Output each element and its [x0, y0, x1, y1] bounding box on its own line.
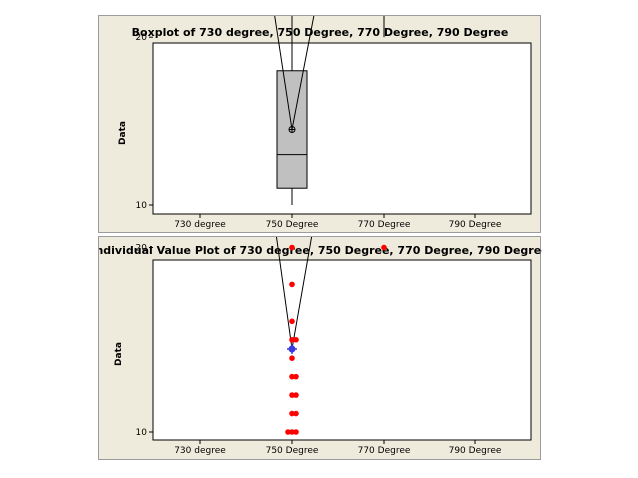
ivp-data-point — [289, 392, 295, 398]
boxplot-chart: Boxplot of 730 degree, 750 Degree, 770 D… — [118, 16, 532, 230]
ivp-y-tick-label: 10 — [136, 428, 148, 438]
ivp-data-point — [289, 281, 295, 288]
ivp-data-point — [293, 336, 299, 343]
ivp-data-point — [289, 244, 295, 251]
ivp-data-point — [293, 410, 299, 417]
ivp-x-tick-label: 770 Degree — [358, 446, 411, 456]
ivp-data-point — [381, 244, 387, 251]
individual-value-title: Individual Value Plot of 730 degree, 750… — [99, 244, 542, 257]
boxplot-y-tick-label: 10 — [136, 201, 148, 211]
ivp-data-point — [293, 392, 299, 398]
ivp-x-tick-label: 750 Degree — [266, 446, 319, 456]
boxplot-y-tick-label: 20 — [136, 33, 148, 43]
boxplot-plot-area — [152, 42, 532, 215]
boxplot-x-tick-label: 790 Degree — [449, 220, 502, 230]
individual-value-panel: Individual Value Plot of 730 degree, 750… — [98, 236, 542, 460]
boxplot-title: Boxplot of 730 degree, 750 Degree, 770 D… — [132, 26, 509, 39]
ivp-data-point — [289, 373, 295, 380]
ivp-data-point — [289, 410, 295, 417]
individual-value-chart: Individual Value Plot of 730 degree, 750… — [99, 237, 542, 456]
boxplot-x-tick-label: 730 degree — [174, 220, 226, 230]
ivp-data-point — [289, 336, 295, 343]
ivp-data-point — [289, 429, 295, 435]
boxplot-y-axis-label: Data — [118, 121, 128, 145]
ivp-data-point — [293, 429, 299, 435]
ivp-data-point — [289, 355, 295, 361]
ivp-data-point — [285, 429, 291, 435]
ivp-y-tick-label: 20 — [136, 244, 148, 254]
individual-value-y-axis-label: Data — [114, 342, 124, 366]
ivp-data-point — [293, 373, 299, 380]
ivp-data-point — [289, 318, 295, 325]
individual-value-plot-area — [152, 259, 532, 441]
ivp-x-tick-label: 790 Degree — [449, 446, 502, 456]
boxplot-x-tick-label: 750 Degree — [266, 220, 319, 230]
boxplot-x-tick-label: 770 Degree — [358, 220, 411, 230]
boxplot-panel: Boxplot of 730 degree, 750 Degree, 770 D… — [98, 15, 541, 233]
ivp-x-tick-label: 730 degree — [174, 446, 226, 456]
